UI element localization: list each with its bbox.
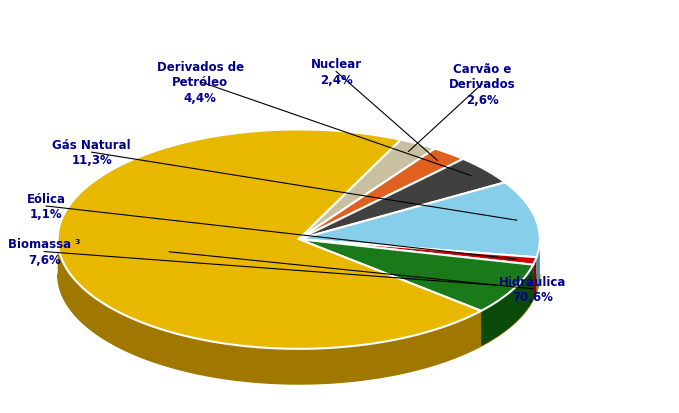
Text: Derivados de
Petróleo
4,4%: Derivados de Petróleo 4,4% bbox=[157, 61, 244, 104]
Polygon shape bbox=[299, 240, 536, 265]
Polygon shape bbox=[58, 241, 481, 384]
Polygon shape bbox=[536, 240, 540, 293]
Text: Hidráulica
70,6%: Hidráulica 70,6% bbox=[499, 275, 567, 303]
Text: Nuclear
2,4%: Nuclear 2,4% bbox=[310, 58, 362, 86]
Text: Biomassa ³
7,6%: Biomassa ³ 7,6% bbox=[8, 238, 80, 266]
Text: Eólica
1,1%: Eólica 1,1% bbox=[26, 192, 66, 221]
Polygon shape bbox=[299, 183, 540, 258]
Polygon shape bbox=[299, 149, 463, 240]
Polygon shape bbox=[299, 140, 435, 240]
Polygon shape bbox=[299, 240, 533, 311]
Polygon shape bbox=[58, 275, 540, 384]
Polygon shape bbox=[299, 159, 505, 240]
Text: Gás Natural
11,3%: Gás Natural 11,3% bbox=[52, 139, 131, 167]
Polygon shape bbox=[58, 130, 481, 349]
Text: Carvão e
Derivados
2,6%: Carvão e Derivados 2,6% bbox=[449, 63, 515, 107]
Polygon shape bbox=[481, 265, 533, 346]
Polygon shape bbox=[533, 258, 536, 300]
